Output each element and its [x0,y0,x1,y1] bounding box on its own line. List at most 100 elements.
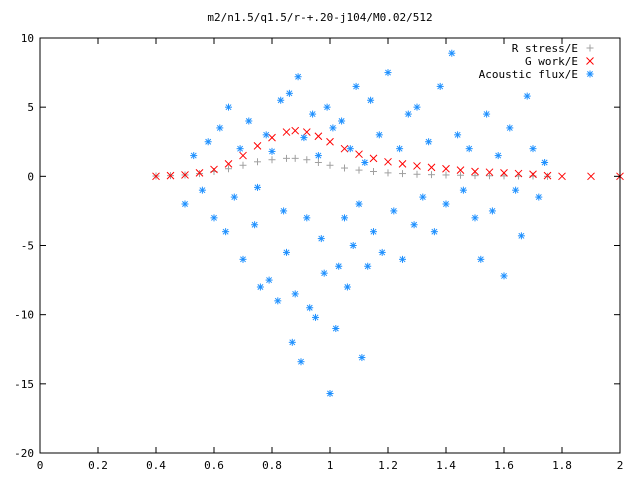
y-tick-label: -10 [14,309,34,322]
data-point-star [349,242,357,249]
data-point-plus [500,172,508,180]
data-point-cross [210,165,218,174]
data-point-cross [152,172,160,181]
data-point-star [256,283,264,291]
data-point-star [309,110,317,118]
data-point-star [320,269,328,277]
data-point-star [488,207,496,215]
data-point-cross [456,166,465,174]
data-point-star [198,186,206,194]
data-point-star [300,134,308,142]
data-point-star [352,82,360,90]
data-point-star [283,248,290,256]
data-point-star [190,152,198,160]
x-tick-label: 1.4 [436,459,456,472]
data-point-star [465,145,473,153]
data-point-cross [369,154,378,163]
data-point-plus [341,164,348,172]
data-point-star [430,228,438,236]
data-point-star [477,255,485,263]
data-point-cross [427,163,436,172]
data-point-star [361,159,369,166]
data-point-star [425,138,433,146]
data-point-cross [558,172,566,181]
data-point-star [346,145,354,153]
data-point-cross [314,132,323,141]
data-point-cross [543,171,552,180]
legend-marker-plus [586,44,594,52]
data-point-star [303,214,311,222]
data-point-star [535,193,543,201]
data-point-cross [485,168,494,177]
data-point-star [254,183,261,191]
y-tick-label: 10 [21,32,34,45]
data-point-cross [291,126,300,135]
y-tick-label: -5 [21,240,34,253]
data-point-star [323,103,331,111]
data-point-cross [514,169,523,178]
data-point-plus [326,161,334,169]
y-tick-label: -20 [14,447,34,460]
data-point-star [314,152,322,160]
data-point-star [355,200,363,208]
data-point-star [216,124,224,132]
data-point-cross [398,160,407,168]
legend-label: G work/E [525,55,578,68]
data-point-star [541,159,549,166]
data-point-star [517,232,525,240]
data-point-star [364,262,372,270]
data-point-cross [181,171,189,179]
data-point-star [236,145,244,153]
data-point-cross [442,164,450,173]
data-point-plus [384,169,392,177]
data-point-plus [442,171,450,179]
data-point-star [378,248,386,256]
x-tick-label: 2 [617,459,624,472]
data-point-cross [302,128,311,136]
data-point-star [329,124,337,132]
chart-title: m2/n1.5/q1.5/r-+.20-j104/M0.02/512 [207,11,432,24]
data-point-plus [268,156,276,164]
data-point-star [459,186,467,194]
data-point-star [370,228,377,236]
x-tick-label: 1.8 [552,459,572,472]
y-tick-label: 5 [27,101,34,114]
data-point-cross [282,128,291,136]
data-point-plus [457,171,464,179]
data-point-plus [486,172,493,180]
data-point-star [358,354,366,362]
data-point-star [375,131,383,139]
data-point-star [436,82,444,90]
plot-area [152,49,624,398]
legend-label: R stress/E [512,42,578,55]
data-point-cross [471,167,479,176]
data-point-plus [239,161,247,169]
data-point-star [239,255,247,263]
x-tick-label: 0.2 [88,459,108,472]
data-point-cross [529,170,537,179]
data-point-star [326,390,334,398]
data-point-star [245,117,253,125]
data-point-star [291,290,299,298]
data-point-cross [355,150,363,159]
data-point-star [338,117,346,125]
x-tick-label: 0.8 [262,459,282,472]
data-point-plus [428,171,435,179]
data-point-star [332,325,340,332]
data-point-plus [225,165,232,173]
data-point-star [251,221,259,229]
data-point-star [285,89,293,97]
x-tick-label: 1 [327,459,334,472]
data-point-star [222,228,230,236]
data-point-star [410,221,418,229]
data-point-cross [500,169,508,177]
data-point-cross [326,137,334,146]
data-point-cross [224,160,233,168]
data-point-plus [291,154,299,162]
x-tick-label: 1.2 [378,459,398,472]
y-tick-label: 0 [27,170,34,183]
legend-label: Acoustic flux/E [479,68,578,81]
data-point-star [297,358,305,366]
data-point-star [404,110,412,118]
